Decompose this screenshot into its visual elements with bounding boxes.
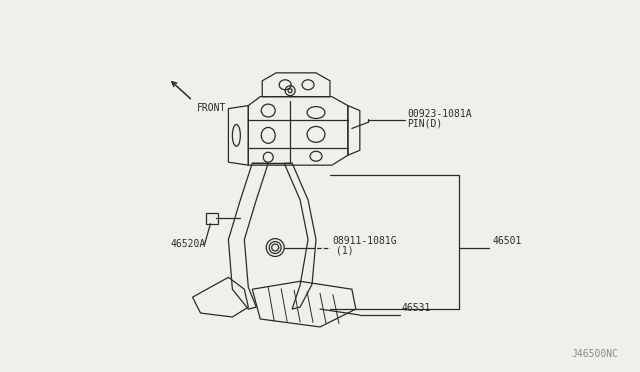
Text: 00923-1081A: 00923-1081A	[408, 109, 472, 119]
Text: J46500NC: J46500NC	[572, 349, 619, 359]
Text: (1): (1)	[336, 246, 353, 256]
Text: 46531: 46531	[402, 303, 431, 313]
Text: FRONT: FRONT	[196, 103, 226, 113]
Text: 08911-1081G: 08911-1081G	[332, 235, 397, 246]
Text: PIN(D): PIN(D)	[408, 118, 443, 128]
Text: 46520A: 46520A	[171, 238, 206, 248]
Text: 46501: 46501	[492, 235, 522, 246]
